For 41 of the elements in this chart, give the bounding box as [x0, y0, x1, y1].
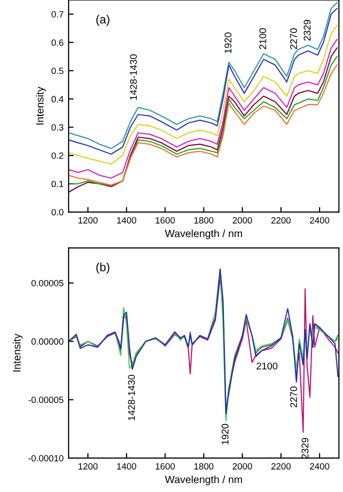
y-tick-label: 0.1 [52, 180, 64, 188]
x-axis-title: Wavelength / nm [164, 229, 242, 240]
x-axis-title: Wavelength / nm [164, 475, 242, 486]
y-tick-label: 0.0 [52, 209, 64, 216]
text: (a) [96, 14, 110, 26]
annotation: 2100 [256, 362, 278, 370]
annotation: 2329 [304, 20, 311, 41]
x-tick-label: 1400 [117, 463, 136, 470]
text: (b) [96, 262, 110, 274]
x-tick-label: 2000 [232, 463, 252, 470]
x-tick-label: 1200 [78, 463, 98, 470]
y-tick-label: 0.6 [52, 39, 64, 46]
x-tick-label: 1600 [156, 217, 175, 224]
y-tick-label: -0.00010 [28, 455, 64, 462]
annotation: 1920 [222, 424, 229, 444]
y-tick-label: 0.00000 [31, 338, 64, 345]
y-axis-title: Intensity [36, 86, 46, 124]
annotation: 1428-1430 [130, 54, 137, 100]
x-tick-label: 1200 [78, 217, 98, 224]
y-tick-label: 0.4 [52, 96, 64, 102]
x-tick-label: 2400 [310, 217, 330, 224]
x-tick-label: 1600 [156, 463, 175, 470]
annotation: 1920 [224, 32, 232, 54]
annotation: 2100 [259, 28, 266, 50]
annotation: 2270 [290, 386, 298, 408]
y-tick-label: 0.00005 [31, 280, 64, 286]
x-tick-label: 1400 [117, 217, 136, 224]
y-tick-label: 0.5 [52, 68, 64, 74]
x-tick-label: 2200 [271, 217, 291, 224]
y-tick-label: 0.3 [52, 124, 64, 131]
x-tick-label: 2000 [232, 217, 252, 224]
y-tick-label: 0.2 [52, 152, 64, 159]
y-tick-label: -0.00005 [28, 396, 64, 404]
annotation: 2270 [290, 28, 298, 50]
x-tick-label: 1800 [194, 463, 214, 470]
x-tick-label: 2200 [271, 463, 291, 470]
y-axis-title: Intensity [12, 334, 23, 372]
annotation: 1428-1430 [128, 374, 135, 420]
x-tick-label: 2400 [310, 463, 330, 470]
y-tick-label: 0.7 [52, 11, 64, 18]
x-tick-label: 1800 [194, 217, 214, 224]
